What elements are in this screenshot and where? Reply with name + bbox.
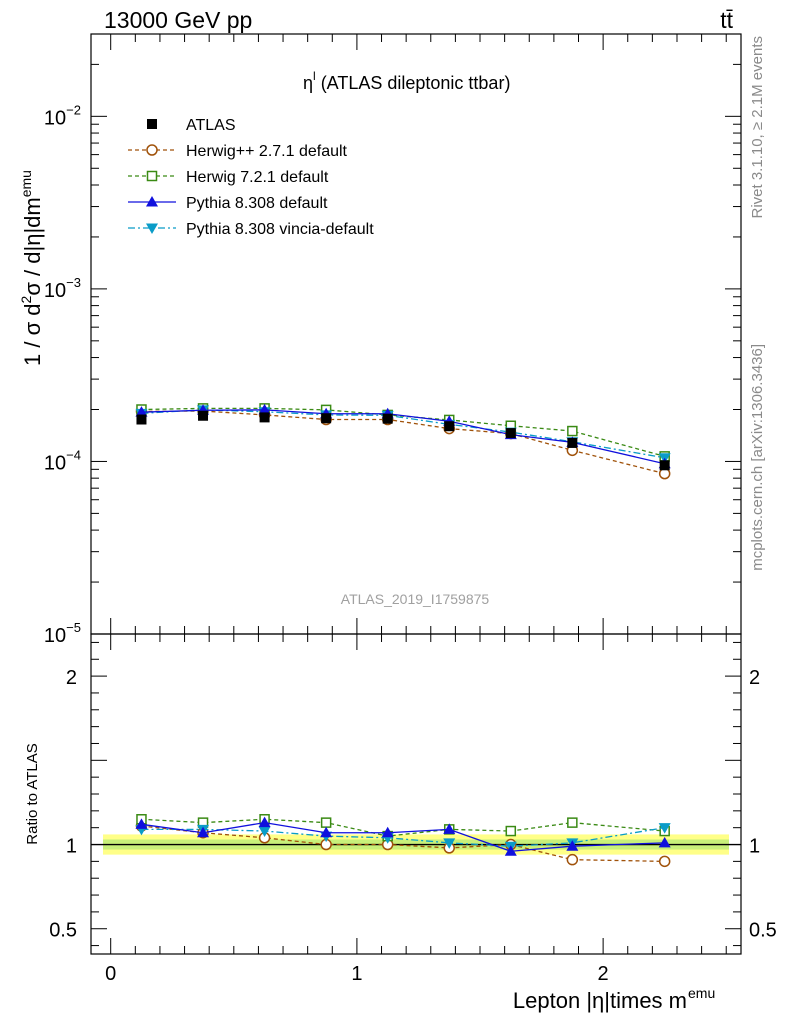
main-y-tick-label-base: 10: [44, 280, 66, 302]
main-series-1: [135, 405, 671, 480]
legend-entry-1: Herwig++ 2.7.1 default: [128, 143, 348, 160]
main-y-tick-label-base: 10: [44, 452, 66, 474]
main-data-point: [258, 403, 271, 415]
legend-marker: [146, 223, 158, 234]
main-y-axis-title: 1 / σ d2σ / d|η|dmemu: [18, 170, 45, 366]
main-data-point: [659, 460, 670, 471]
legend-marker: [146, 170, 158, 182]
legend-marker: [146, 196, 158, 207]
ratio-data-point: [658, 855, 671, 868]
analysis-id: ATLAS_2019_I1759875: [341, 591, 490, 607]
main-y-tick-label: 10−3: [44, 275, 81, 302]
main-series-0: [136, 410, 670, 471]
main-y-tick-label-base: 10: [44, 107, 66, 129]
ratio-data-point: [258, 816, 271, 828]
main-y-tick-label-exp: −3: [66, 275, 81, 290]
x-tick-label: 0: [105, 963, 116, 985]
main-y-tick-label-exp: −2: [66, 102, 81, 117]
legend-entry-2: Herwig 7.2.1 default: [128, 169, 329, 186]
ratio-axis-ticks: 0.5 0.5 1 1 2 2 0 1 2: [49, 634, 777, 985]
ratio-data-point: [566, 840, 579, 851]
main-data-point: [136, 414, 147, 425]
x-axis-title: Lepton |η|times m: [513, 988, 687, 1013]
ratio-y-axis-title: Ratio to ATLAS: [24, 743, 41, 844]
main-y-axis-title-part1: 1 / σ d: [20, 303, 45, 366]
main-data-point: [321, 413, 332, 424]
ratio-plot-frame: [90, 633, 742, 955]
legend-entry-4: Pythia 8.308 vincia-default: [128, 221, 374, 238]
main-series-line: [141, 410, 665, 475]
main-data-point: [505, 428, 516, 439]
ratio-data-point: [505, 825, 517, 837]
legend-entry-0: ATLAS: [147, 117, 236, 134]
legend-marker: [147, 119, 157, 129]
ratio-data-point: [320, 817, 332, 828]
ratio-y-tick-label-right: 0.5: [749, 920, 777, 942]
ratio-data-point: [443, 838, 456, 849]
ratio-data-point: [320, 826, 333, 838]
ratio-y-tick-label-left: 1: [66, 836, 77, 858]
main-series-2: [136, 403, 670, 462]
main-y-tick-label: 10−5: [44, 620, 81, 647]
main-data-point: [259, 412, 270, 423]
main-data-point: [567, 437, 578, 448]
legend-label: Pythia 8.308 vincia-default: [186, 221, 374, 238]
legend-entry-3: Pythia 8.308 default: [128, 195, 328, 212]
main-y-tick-label-exp: −5: [66, 620, 81, 635]
plot-title: ηl (ATLAS dileptonic ttbar): [303, 69, 510, 93]
ratio-data-point: [566, 853, 579, 866]
energy-label: 13000 GeV pp: [104, 7, 252, 33]
ratio-data-point: [258, 826, 271, 838]
main-data-point: [198, 410, 209, 421]
ratio-data-point: [567, 817, 578, 828]
x-tick-label: 2: [598, 963, 609, 985]
ratio-data-point: [443, 823, 456, 834]
x-tick-label: 1: [351, 963, 362, 985]
process-label: tt̄: [720, 7, 733, 33]
ratio-y-tick-label-left: 2: [66, 667, 77, 689]
plot-title-superscript: l: [313, 69, 316, 83]
main-y-tick-label: 10−4: [44, 447, 81, 474]
ratio-data-point: [658, 836, 671, 848]
legend: ATLAS Herwig++ 2.7.1 default Herwig 7.2.1 …: [128, 117, 374, 238]
main-y-axis-title-sup: emu: [18, 170, 34, 197]
ratio-y-tick-label-right: 1: [749, 836, 760, 858]
ratio-data-point: [135, 818, 148, 829]
legend-marker: [146, 144, 158, 156]
main-y-axis-title-part2: σ / d|η|dm: [20, 197, 45, 295]
main-y-tick-label: 10−2: [44, 102, 81, 129]
ratio-series-2: [135, 816, 671, 856]
ratio-data-point: [381, 826, 394, 838]
main-series-group: [135, 403, 671, 480]
main-series-4: [135, 405, 671, 464]
main-series-line: [141, 409, 665, 459]
legend-label: Herwig++ 2.7.1 default: [186, 143, 348, 160]
legend-label: ATLAS: [186, 117, 236, 134]
main-y-tick-label-exp: −4: [66, 447, 81, 462]
main-data-point: [444, 421, 455, 432]
x-axis-title-superscript: emu: [688, 985, 715, 1001]
ratio-reference-band: [91, 834, 741, 855]
main-data-point: [382, 413, 393, 424]
main-y-axis-title-sup2: 2: [18, 295, 34, 303]
main-axis-ticks: 10−510−410−310−2: [44, 33, 741, 647]
ratio-y-tick-label-right: 2: [749, 667, 760, 689]
ratio-data-point: [504, 845, 517, 856]
main-data-point: [567, 425, 578, 437]
ratio-series-group: [135, 814, 671, 868]
legend-label: Pythia 8.308 default: [186, 195, 328, 212]
legend-label: Herwig 7.2.1 default: [186, 169, 329, 186]
ratio-data-point: [658, 823, 671, 834]
plot-title-text: (ATLAS dileptonic ttbar): [316, 73, 511, 93]
ratio-y-tick-label-left: 0.5: [49, 920, 77, 942]
ratio-data-point: [197, 826, 210, 838]
main-series-line: [141, 409, 665, 465]
main-y-tick-label-base: 10: [44, 625, 66, 647]
plot-title-symbol: η: [303, 73, 313, 93]
main-data-point: [135, 406, 148, 417]
rivet-label: Rivet 3.1.10, ≥ 2.1M events: [749, 36, 766, 219]
mcplots-label: mcplots.cern.ch [arXiv:1306.3436]: [749, 344, 766, 571]
